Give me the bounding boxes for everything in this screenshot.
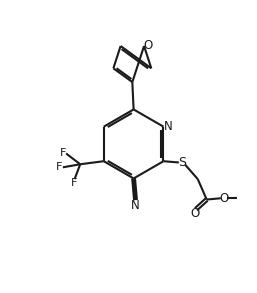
Text: N: N (164, 120, 172, 133)
Text: S: S (178, 156, 186, 169)
Text: O: O (219, 192, 229, 205)
Text: N: N (131, 199, 140, 212)
Text: O: O (191, 207, 200, 220)
Text: F: F (56, 162, 62, 172)
Text: O: O (143, 39, 152, 52)
Text: F: F (59, 148, 66, 158)
Text: F: F (71, 178, 77, 188)
